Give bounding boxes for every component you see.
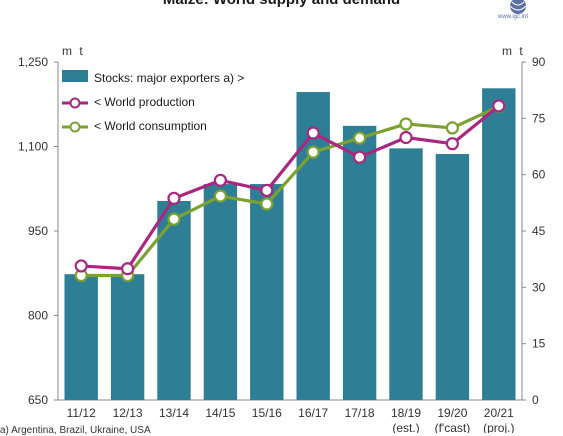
x-tick-sublabel: (proj.): [483, 421, 514, 433]
consumption-point: [399, 117, 413, 131]
production-point: [306, 126, 320, 140]
production-point: [167, 191, 181, 205]
right-axis-unit: m t: [502, 44, 525, 58]
x-tick-label: 20/21: [484, 406, 514, 420]
stock-bar: [203, 184, 238, 400]
left-tick-label: 950: [28, 224, 48, 238]
chart-title: Maize: World supply and demand: [0, 0, 563, 8]
right-tick-label: 75: [532, 111, 546, 125]
stock-bar: [250, 184, 284, 400]
x-tick-label: 12/13: [113, 406, 143, 420]
x-tick-label: 13/14: [159, 406, 189, 420]
production-line: [81, 104, 500, 271]
right-tick-label: 0: [532, 393, 539, 407]
x-tick-label: 14/15: [205, 406, 235, 420]
right-tick-label: 30: [532, 280, 546, 294]
stock-bar: [157, 200, 191, 400]
stock-bar: [435, 154, 470, 400]
production-point: [74, 259, 88, 273]
logo-text: www.igc.int: [498, 14, 529, 20]
production-point: [492, 99, 506, 113]
stock-bar: [389, 148, 423, 400]
left-tick-label: 800: [28, 309, 48, 323]
right-tick-label: 15: [532, 337, 546, 351]
production-point: [399, 130, 413, 145]
consumption-point: [445, 121, 459, 135]
x-tick-label: 17/18: [345, 406, 375, 420]
legend-bar-swatch: [62, 70, 88, 82]
stock-bar: [64, 274, 98, 400]
legend-label-stocks: Stocks: major exporters a) >: [94, 71, 245, 85]
x-tick-label: 19/20: [437, 406, 467, 420]
legend-label-production: < World production: [94, 95, 195, 109]
production-point: [120, 262, 135, 276]
x-tick-sublabel: (f'cast): [435, 421, 471, 433]
x-tick-label: 15/16: [252, 406, 282, 420]
x-tick-label: 16/17: [298, 406, 328, 420]
stock-bar: [342, 125, 377, 400]
legend-consumption-swatch: [62, 121, 88, 133]
stock-bar: [482, 88, 516, 401]
consumption-line: [81, 105, 500, 278]
consumption-point: [260, 197, 274, 211]
production-point: [445, 137, 459, 151]
right-tick-label: 45: [532, 224, 546, 238]
production-point: [353, 150, 367, 164]
stock-bar: [110, 274, 145, 400]
left-tick-label: 650: [28, 393, 48, 407]
x-tick-label: 18/19: [391, 406, 421, 420]
legend-label-consumption: < World consumption: [94, 119, 207, 133]
consumption-point: [306, 145, 320, 159]
left-tick-label: 1,250: [18, 55, 48, 69]
consumption-point: [353, 131, 367, 145]
x-tick-label: 11/12: [67, 406, 96, 420]
production-point: [213, 173, 227, 187]
x-tick-sublabel: (est.): [392, 421, 419, 433]
consumption-point: [213, 189, 227, 203]
globe-logo-icon: [509, 0, 527, 14]
right-tick-label: 60: [532, 168, 546, 182]
production-point: [260, 183, 274, 198]
left-axis-unit: m t: [62, 44, 85, 58]
footnote: a) Argentina, Brazil, Ukraine, USA: [0, 425, 151, 436]
stock-bar: [296, 92, 330, 401]
right-tick-label: 90: [532, 55, 546, 69]
consumption-point: [167, 212, 181, 226]
left-tick-label: 1,100: [18, 140, 48, 154]
legend-production-swatch: [62, 97, 88, 109]
